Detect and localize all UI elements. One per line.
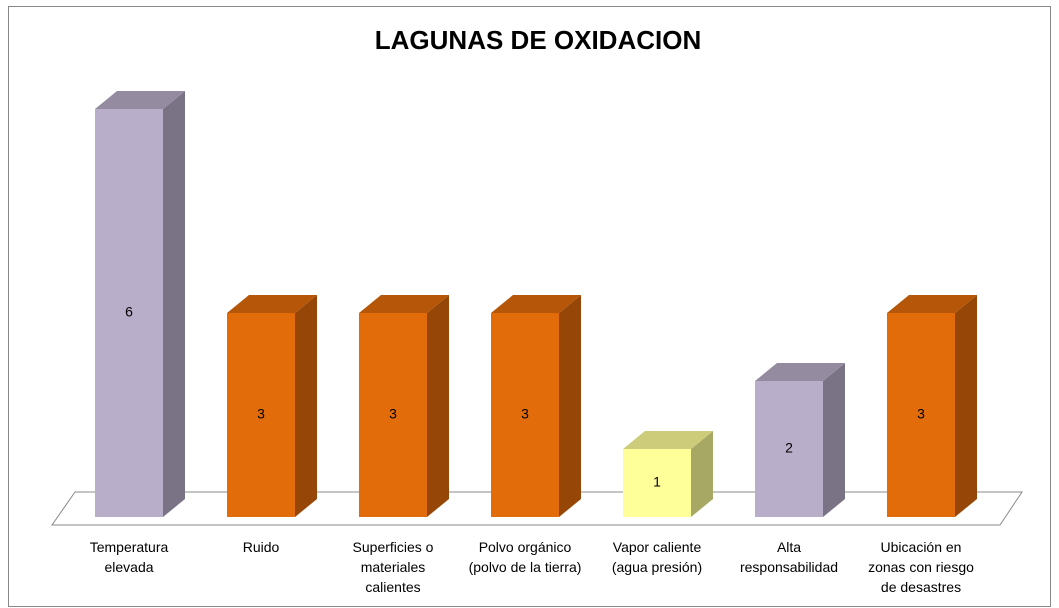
x-tick-label-line: calientes [365, 579, 420, 595]
bar-side [559, 295, 581, 517]
data-label: 3 [521, 406, 529, 422]
bar [491, 313, 559, 517]
x-tick-label: Alta responsabilidad [740, 539, 838, 575]
data-label: 3 [917, 406, 925, 422]
x-tick-label: Vapor caliente (agua presión) [612, 539, 702, 575]
bar-side [427, 295, 449, 517]
bar-side [295, 295, 317, 517]
x-tick-label-line: Temperatura [90, 539, 169, 555]
bar [887, 313, 955, 517]
x-tick-label-line: zonas con riesgo [868, 559, 974, 575]
chart-title: LAGUNAS DE OXIDACION [375, 25, 701, 55]
x-tick-label: Ruido [243, 539, 280, 555]
bar [95, 109, 163, 517]
x-tick-label-line: materiales [361, 559, 426, 575]
data-label: 2 [785, 440, 793, 456]
data-label: 6 [125, 304, 133, 320]
bar-top [95, 91, 185, 109]
x-tick-label-line: responsabilidad [740, 559, 838, 575]
x-tick-label: Polvo orgánico (polvo de la tierra) [469, 539, 582, 575]
x-tick-label-line: Polvo orgánico [479, 539, 572, 555]
bar-side [955, 295, 977, 517]
bar-top [887, 295, 977, 313]
x-tick-label-line: (agua presión) [612, 559, 702, 575]
bar-top [227, 295, 317, 313]
x-tick-label-line: de desastres [881, 579, 961, 595]
bar [359, 313, 427, 517]
bar [623, 449, 691, 517]
x-tick-label-line: elevada [104, 559, 153, 575]
bar-top [623, 431, 713, 449]
x-tick-label: Temperatura elevada [90, 539, 169, 575]
bar [227, 313, 295, 517]
bar [755, 381, 823, 517]
x-tick-label-line: (polvo de la tierra) [469, 559, 582, 575]
bar-side [691, 431, 713, 517]
data-label: 1 [653, 474, 661, 490]
bar-side [163, 91, 185, 517]
bar-side [823, 363, 845, 517]
x-tick-label-line: Vapor caliente [613, 539, 702, 555]
x-tick-label: Superficies o materiales calientes [353, 539, 434, 595]
bar-top [359, 295, 449, 313]
x-tick-label-line: Superficies o [353, 539, 434, 555]
data-label: 3 [257, 406, 265, 422]
x-tick-label: Ubicación en zonas con riesgo de desastres [868, 539, 974, 595]
x-tick-label-line: Ruido [243, 539, 280, 555]
data-label: 3 [389, 406, 397, 422]
bar-top [491, 295, 581, 313]
bar-top [755, 363, 845, 381]
x-tick-label-line: Ubicación en [881, 539, 962, 555]
x-tick-label-line: Alta [777, 539, 801, 555]
